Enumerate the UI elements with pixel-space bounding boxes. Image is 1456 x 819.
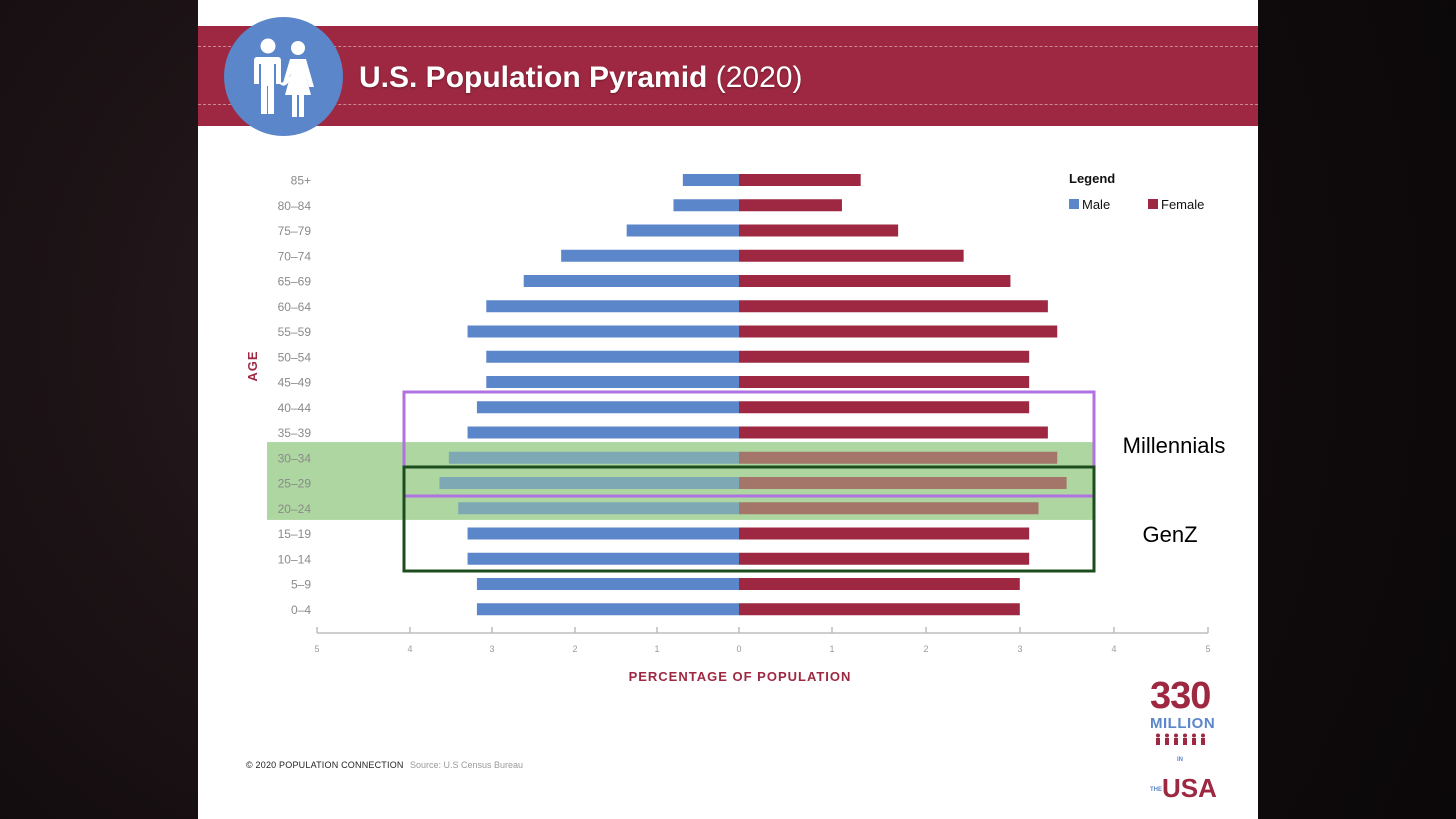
legend-label-female: Female	[1161, 197, 1204, 212]
brand-usa: IN THEUSA	[1150, 744, 1217, 804]
age-label-5: 60–64	[278, 300, 312, 314]
bar-male-12	[439, 477, 739, 489]
brand-usa-text: USA	[1162, 773, 1217, 804]
age-label-0: 85+	[291, 174, 311, 188]
age-label-17: 0–4	[291, 603, 311, 617]
age-label-3: 70–74	[278, 249, 312, 263]
age-label-9: 40–44	[278, 401, 312, 415]
age-label-14: 15–19	[278, 527, 312, 541]
x-tick-label-1: 4	[407, 644, 412, 654]
legend-swatch-male	[1069, 199, 1079, 209]
x-tick-label-6: 1	[829, 644, 834, 654]
x-tick-label-4: 1	[654, 644, 659, 654]
bar-female-16	[739, 578, 1020, 590]
bar-male-15	[467, 552, 739, 565]
bar-male-2	[626, 224, 739, 237]
age-label-4: 65–69	[278, 275, 312, 289]
legend-label-male: Male	[1082, 197, 1110, 212]
bar-female-1	[739, 199, 842, 212]
bar-female-8	[739, 376, 1030, 388]
y-axis-label: AGE	[245, 350, 260, 381]
legend-swatch-female	[1148, 199, 1158, 209]
bar-male-0	[682, 174, 739, 186]
bar-female-4	[739, 275, 1011, 287]
bar-female-11	[739, 451, 1058, 464]
title-year: (2020)	[715, 61, 803, 94]
bar-female-7	[739, 350, 1030, 363]
highlight-band-overlay	[267, 442, 1095, 520]
brand-figures	[1150, 732, 1210, 745]
annotation-box-millennials	[402, 390, 1096, 498]
bar-female-5	[739, 300, 1048, 313]
bar-female-13	[739, 502, 1039, 515]
age-label-16: 5–9	[291, 578, 311, 592]
bar-male-6	[467, 325, 739, 338]
annotation-label-millennials: Millennials	[1123, 433, 1226, 458]
bar-female-10	[739, 426, 1048, 439]
page-title: U.S. Population Pyramid (2020)	[359, 58, 802, 98]
age-label-2: 75–79	[278, 224, 312, 238]
bar-male-10	[467, 426, 739, 439]
bar-male-3	[561, 249, 739, 262]
footer-source: Source: U.S Census Bureau	[410, 760, 524, 770]
brand-logo: 330 MILLION IN THEUSA	[1150, 675, 1217, 802]
annotation-box-genz	[402, 465, 1096, 573]
bar-male-9	[476, 401, 739, 414]
age-label-12: 25–29	[278, 477, 312, 491]
age-label-8: 45–49	[278, 376, 312, 390]
title-main: U.S. Population Pyramid	[359, 61, 708, 94]
x-tick-label-10: 5	[1205, 644, 1210, 654]
brand-number: 330	[1150, 675, 1211, 717]
age-label-6: 55–59	[278, 325, 312, 339]
brand-million: MILLION	[1150, 715, 1216, 732]
title-banner	[198, 26, 1258, 126]
age-label-10: 35–39	[278, 426, 312, 440]
age-label-13: 20–24	[278, 502, 312, 516]
bar-male-7	[486, 350, 739, 363]
bar-male-16	[476, 578, 739, 590]
bar-female-0	[739, 174, 861, 186]
age-label-1: 80–84	[278, 199, 312, 213]
annotation-label-genz: GenZ	[1142, 522, 1197, 547]
bar-female-14	[739, 527, 1030, 540]
x-tick-label-9: 4	[1111, 644, 1116, 654]
bar-male-11	[448, 451, 739, 464]
bar-female-17	[739, 603, 1020, 616]
bar-female-6	[739, 325, 1058, 338]
legend-title: Legend	[1069, 171, 1115, 186]
bar-female-2	[739, 224, 899, 237]
age-label-11: 30–34	[278, 451, 312, 465]
age-label-15: 10–14	[278, 552, 312, 566]
bar-female-12	[739, 477, 1067, 489]
bar-female-3	[739, 249, 964, 262]
footer-copyright: © 2020 POPULATION CONNECTION	[246, 760, 404, 770]
x-tick-label-3: 2	[572, 644, 577, 654]
bar-male-1	[673, 199, 739, 212]
x-axis-label: PERCENTAGE OF POPULATION	[629, 669, 852, 684]
brand-in-the: IN THE	[1150, 757, 1183, 794]
bar-male-5	[486, 300, 739, 313]
people-icon	[224, 17, 343, 136]
bar-male-8	[486, 376, 739, 388]
bar-male-13	[458, 502, 739, 515]
x-tick-label-2: 3	[489, 644, 494, 654]
x-tick-label-0: 5	[314, 644, 319, 654]
x-tick-label-5: 0	[736, 644, 741, 654]
bar-male-14	[467, 527, 739, 540]
age-label-7: 50–54	[278, 350, 312, 364]
bar-male-17	[476, 603, 739, 616]
bar-female-15	[739, 552, 1030, 565]
bar-female-9	[739, 401, 1030, 414]
x-tick-label-8: 3	[1017, 644, 1022, 654]
x-tick-label-7: 2	[923, 644, 928, 654]
bar-male-4	[523, 275, 739, 287]
